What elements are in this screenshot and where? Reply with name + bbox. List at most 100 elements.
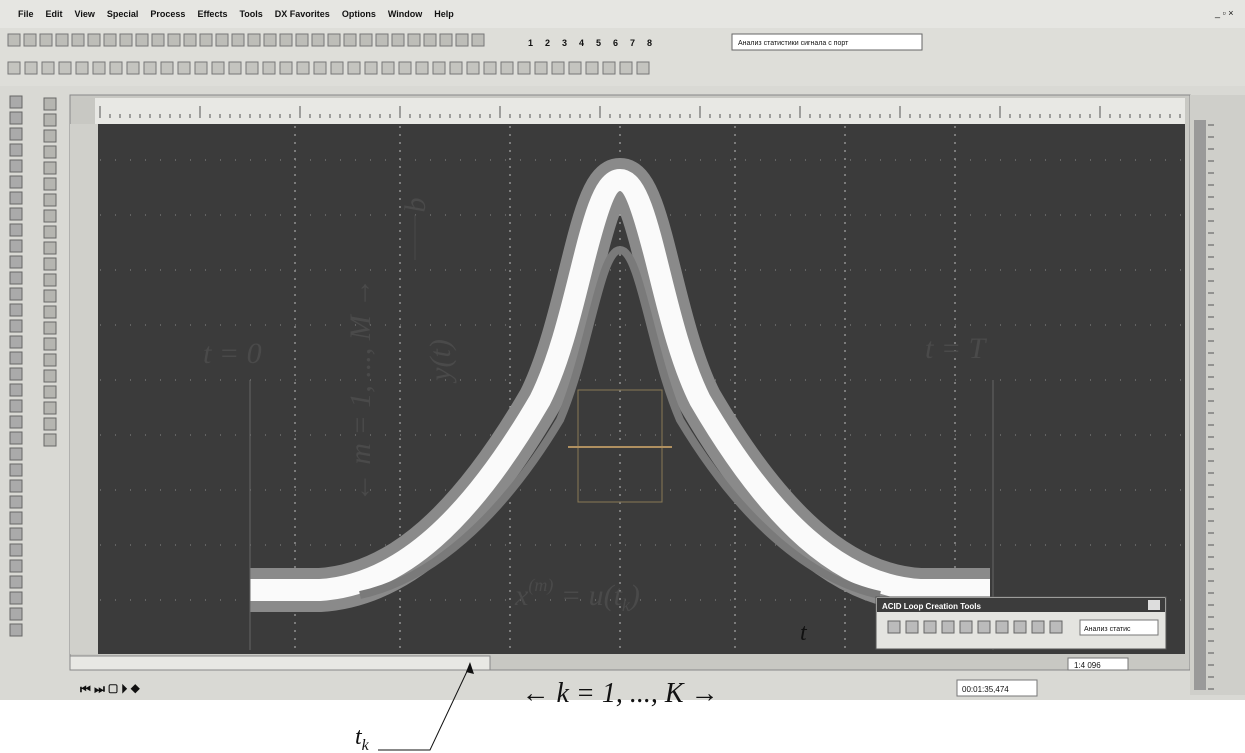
track-number[interactable]: 3 — [562, 38, 567, 48]
palette-button[interactable] — [10, 400, 22, 412]
menu-item[interactable]: DX Favorites — [275, 9, 330, 19]
palette-button[interactable] — [44, 194, 56, 206]
palette-button[interactable] — [44, 178, 56, 190]
tool-button[interactable] — [93, 62, 105, 74]
acid-button[interactable] — [978, 621, 990, 633]
tool-button[interactable] — [360, 34, 372, 46]
palette-button[interactable] — [44, 290, 56, 302]
tool-button[interactable] — [59, 62, 71, 74]
tool-button[interactable] — [637, 62, 649, 74]
tool-button[interactable] — [376, 34, 388, 46]
palette-button[interactable] — [10, 560, 22, 572]
acid-button[interactable] — [1050, 621, 1062, 633]
tool-button[interactable] — [433, 62, 445, 74]
tool-button[interactable] — [280, 34, 292, 46]
palette-button[interactable] — [44, 114, 56, 126]
tool-button[interactable] — [161, 62, 173, 74]
tool-button[interactable] — [8, 34, 20, 46]
tool-button[interactable] — [467, 62, 479, 74]
tool-button[interactable] — [603, 62, 615, 74]
tool-button[interactable] — [472, 34, 484, 46]
menu-item[interactable]: Window — [388, 9, 423, 19]
tool-button[interactable] — [424, 34, 436, 46]
tool-button[interactable] — [620, 62, 632, 74]
palette-button[interactable] — [10, 96, 22, 108]
tool-button[interactable] — [399, 62, 411, 74]
tool-button[interactable] — [152, 34, 164, 46]
tool-button[interactable] — [184, 34, 196, 46]
palette-button[interactable] — [10, 448, 22, 460]
tool-button[interactable] — [365, 62, 377, 74]
palette-button[interactable] — [44, 130, 56, 142]
palette-button[interactable] — [10, 576, 22, 588]
tool-button[interactable] — [120, 34, 132, 46]
scrollbar[interactable] — [70, 656, 490, 670]
palette-button[interactable] — [44, 162, 56, 174]
tool-button[interactable] — [297, 62, 309, 74]
palette-button[interactable] — [44, 98, 56, 110]
acid-button[interactable] — [924, 621, 936, 633]
palette-button[interactable] — [10, 144, 22, 156]
tool-button[interactable] — [382, 62, 394, 74]
track-number[interactable]: 5 — [596, 38, 601, 48]
tool-button[interactable] — [104, 34, 116, 46]
track-number[interactable]: 6 — [613, 38, 618, 48]
menu-item[interactable]: Special — [107, 9, 139, 19]
menu-item[interactable]: Effects — [197, 9, 227, 19]
palette-button[interactable] — [10, 608, 22, 620]
palette-button[interactable] — [10, 224, 22, 236]
palette-button[interactable] — [10, 208, 22, 220]
palette-button[interactable] — [10, 288, 22, 300]
palette-button[interactable] — [44, 226, 56, 238]
acid-button[interactable] — [906, 621, 918, 633]
palette-button[interactable] — [10, 160, 22, 172]
palette-button[interactable] — [44, 434, 56, 446]
tool-button[interactable] — [314, 62, 326, 74]
menu-item[interactable]: View — [75, 9, 96, 19]
palette-button[interactable] — [44, 338, 56, 350]
palette-button[interactable] — [10, 544, 22, 556]
tool-button[interactable] — [127, 62, 139, 74]
tool-button[interactable] — [312, 34, 324, 46]
palette-button[interactable] — [10, 256, 22, 268]
tool-button[interactable] — [42, 62, 54, 74]
tool-button[interactable] — [518, 62, 530, 74]
tool-button[interactable] — [392, 34, 404, 46]
palette-button[interactable] — [10, 528, 22, 540]
menu-item[interactable]: Tools — [239, 9, 262, 19]
tool-button[interactable] — [232, 34, 244, 46]
tool-button[interactable] — [72, 34, 84, 46]
tool-button[interactable] — [586, 62, 598, 74]
tool-button[interactable] — [450, 62, 462, 74]
acid-button[interactable] — [996, 621, 1008, 633]
palette-button[interactable] — [10, 480, 22, 492]
menu-item[interactable]: Options — [342, 9, 376, 19]
menu-item[interactable]: Process — [150, 9, 185, 19]
palette-button[interactable] — [10, 352, 22, 364]
palette-button[interactable] — [10, 192, 22, 204]
palette-button[interactable] — [10, 112, 22, 124]
tool-button[interactable] — [56, 34, 68, 46]
palette-button[interactable] — [44, 258, 56, 270]
tool-button[interactable] — [195, 62, 207, 74]
tool-button[interactable] — [440, 34, 452, 46]
palette-button[interactable] — [10, 624, 22, 636]
tool-button[interactable] — [331, 62, 343, 74]
palette-button[interactable] — [10, 240, 22, 252]
menu-item[interactable]: File — [18, 9, 34, 19]
palette-button[interactable] — [10, 464, 22, 476]
palette-button[interactable] — [44, 418, 56, 430]
tool-button[interactable] — [136, 34, 148, 46]
tool-button[interactable] — [280, 62, 292, 74]
tool-button[interactable] — [110, 62, 122, 74]
palette-button[interactable] — [44, 402, 56, 414]
palette-button[interactable] — [10, 128, 22, 140]
palette-button[interactable] — [44, 242, 56, 254]
palette-button[interactable] — [44, 370, 56, 382]
tool-button[interactable] — [216, 34, 228, 46]
palette-button[interactable] — [10, 304, 22, 316]
acid-button[interactable] — [1032, 621, 1044, 633]
tool-button[interactable] — [328, 34, 340, 46]
menu-item[interactable]: Help — [434, 9, 454, 19]
palette-button[interactable] — [44, 354, 56, 366]
